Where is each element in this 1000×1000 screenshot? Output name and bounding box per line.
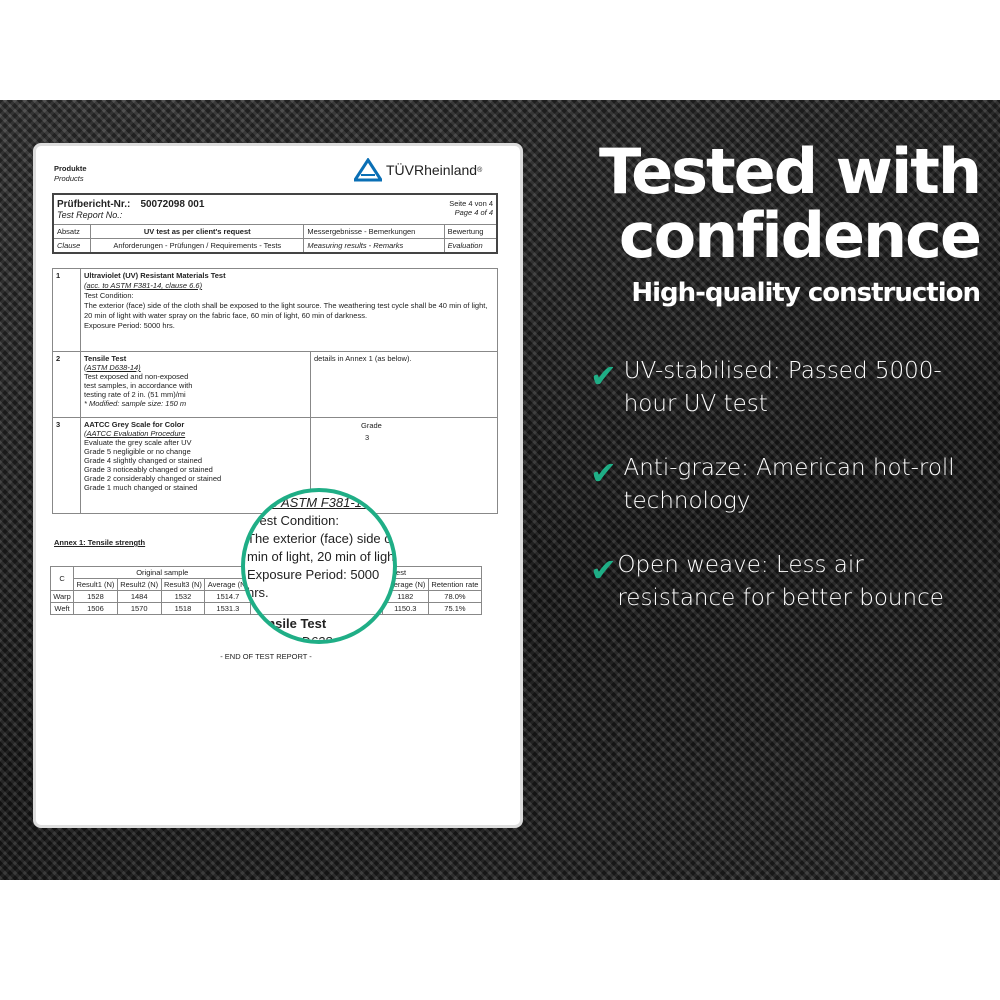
col-eval-en: Evaluation — [443, 237, 498, 253]
grade-line: Grade 1 much changed or stained — [84, 483, 198, 492]
annex-cell: Warp — [49, 590, 75, 603]
feature-text: Open weave: Less air resistance for bett… — [617, 552, 944, 611]
col-results-de: Messergebnisse - Bemerkungen — [303, 223, 445, 239]
feature-text: UV-stabilised: Passed 5000-hour UV test — [623, 358, 942, 417]
end-of-report: - END OF TEST REPORT - — [220, 652, 312, 661]
table-row: 3 AATCC Grey Scale for Color (AATCC Evalu… — [52, 417, 498, 514]
row-ref: (ASTM D638-14) — [84, 363, 141, 372]
row-no: 3 — [52, 417, 81, 514]
mag-line3: Exposure Period: 5000 hrs. — [247, 566, 393, 615]
annex-cell: 1528 — [73, 590, 118, 603]
section-de: Produkte — [54, 164, 87, 173]
col-req: Anforderungen - Prüfungen / Requirements… — [90, 237, 305, 253]
subheadline: High-quality construction — [631, 278, 981, 308]
annex-col-header: Retention rate — [427, 578, 483, 591]
table-row: 2 Tensile Test (ASTM D638-14) Test exposed… — [52, 351, 498, 418]
annex-cell: 75.1% — [427, 602, 483, 615]
col-clause-de: Absatz — [52, 223, 92, 239]
mag-line1: The exterior (face) side of — [247, 531, 396, 546]
feature-item: ✔ Open weave: Less air resistance for bet… — [590, 549, 970, 615]
annex-cell: 1150.3 — [381, 602, 429, 615]
annex-title: Annex 1: Tensile strength — [54, 538, 146, 547]
annex-group1: Original sample — [73, 566, 252, 579]
magnifier-circle: to ASTM F381-14 Test Condition: The exte… — [241, 488, 397, 644]
annex-cell: 78.0% — [427, 590, 483, 603]
mag-ref2: (ASTM D638-14) — [257, 634, 356, 644]
tuv-triangle-icon — [354, 158, 382, 182]
row-body: Test Condition: — [84, 291, 134, 300]
annex-cell: 1570 — [116, 602, 162, 615]
row-no: 1 — [52, 268, 81, 352]
mag-ref: to ASTM F381-14 — [267, 495, 370, 510]
mag-tensile: Tensile Test — [253, 616, 327, 631]
col-clause-en: Clause — [52, 237, 92, 253]
row-note: * Modified: sample size: 150 m — [84, 399, 187, 408]
tuv-logo: TÜVRheinland ® — [354, 158, 482, 182]
grade-value: 3 — [365, 433, 370, 442]
col-eval-de: Bewertung — [443, 223, 498, 239]
row-ref: (AATCC Evaluation Procedure — [84, 429, 186, 438]
headline: Tested with confidence — [599, 135, 982, 272]
row-text: test samples, in accordance with — [84, 381, 193, 390]
annex-cell: 1532 — [160, 590, 206, 603]
check-icon: ✔ — [590, 551, 617, 589]
mag-line2: min of light, 20 min of light — [247, 549, 397, 564]
report-no: 50072098 001 — [140, 198, 205, 210]
annex-corner: C — [49, 566, 75, 591]
annex-col-header: Result1 (N) — [73, 578, 118, 591]
row-result: details in Annex 1 (as below). — [310, 351, 498, 418]
check-icon: ✔ — [590, 454, 617, 492]
feature-item: ✔ Anti-graze: American hot-roll technolog… — [590, 452, 970, 518]
mag-cond: Test Condition: — [253, 513, 339, 528]
row-body: Test exposed and non-exposed — [84, 372, 189, 381]
feature-text: Anti-graze: American hot-roll technology — [623, 455, 955, 514]
col-results-en: Measuring results - Remarks — [303, 237, 445, 253]
check-icon: ✔ — [590, 357, 617, 395]
grade-line: Grade 3 noticeably changed or stained — [84, 465, 213, 474]
page-de: Seite 4 von 4 — [449, 198, 493, 208]
grade-label: Grade — [361, 421, 382, 430]
grade-line: Grade 5 negligible or no change — [84, 447, 191, 456]
col-title: UV test as per client's request — [90, 223, 305, 239]
annex-col-header: Result2 (N) — [116, 578, 162, 591]
row-no: 2 — [52, 351, 81, 418]
feature-item: ✔ UV-stabilised: Passed 5000-hour UV test — [590, 355, 970, 421]
annex-col-header: Result3 (N) — [160, 578, 206, 591]
row-extra: Exposure Period: 5000 hrs. — [84, 321, 175, 330]
marketing-panel: Tested with confidence High-quality cons… — [560, 135, 982, 309]
row-extra: testing rate of 2 in. (51 mm)/mi — [84, 390, 186, 399]
row-ref: (acc. to ASTM F381-14, clause 6.6) — [84, 281, 203, 290]
row-body: Evaluate the grey scale after UV — [84, 438, 192, 447]
grade-line: Grade 2 considerably changed or stained — [84, 474, 222, 483]
annex-cell: 1514.7 — [204, 590, 252, 603]
annex-cell: 1484 — [116, 590, 162, 603]
test-report-document: Produkte Products TÜVRheinland ® Prüfberi… — [33, 143, 523, 828]
report-no-label-en: Test Report No.: — [57, 209, 123, 220]
annex-cell: 1506 — [73, 602, 118, 615]
annex-cell: Weft — [49, 602, 75, 615]
grade-line: Grade 4 slightly changed or stained — [84, 456, 202, 465]
section-en: Products — [54, 174, 84, 183]
row-title: Ultraviolet (UV) Resistant Materials Tes… — [84, 271, 226, 280]
row-title: AATCC Grey Scale for Color — [84, 420, 185, 429]
row-title: Tensile Test — [84, 354, 127, 363]
row-text: The exterior (face) side of the cloth sh… — [84, 301, 488, 320]
page-en: Page 4 of 4 — [454, 207, 493, 217]
brand-name: TÜVRheinland — [386, 162, 478, 178]
brand-mark: ® — [477, 166, 483, 174]
table-row: 1 Ultraviolet (UV) Resistant Materials T… — [52, 268, 498, 352]
annex-cell: 1531.3 — [204, 602, 252, 615]
report-no-label: Prüfbericht-Nr.: — [57, 198, 131, 210]
annex-cell: 1518 — [160, 602, 206, 615]
